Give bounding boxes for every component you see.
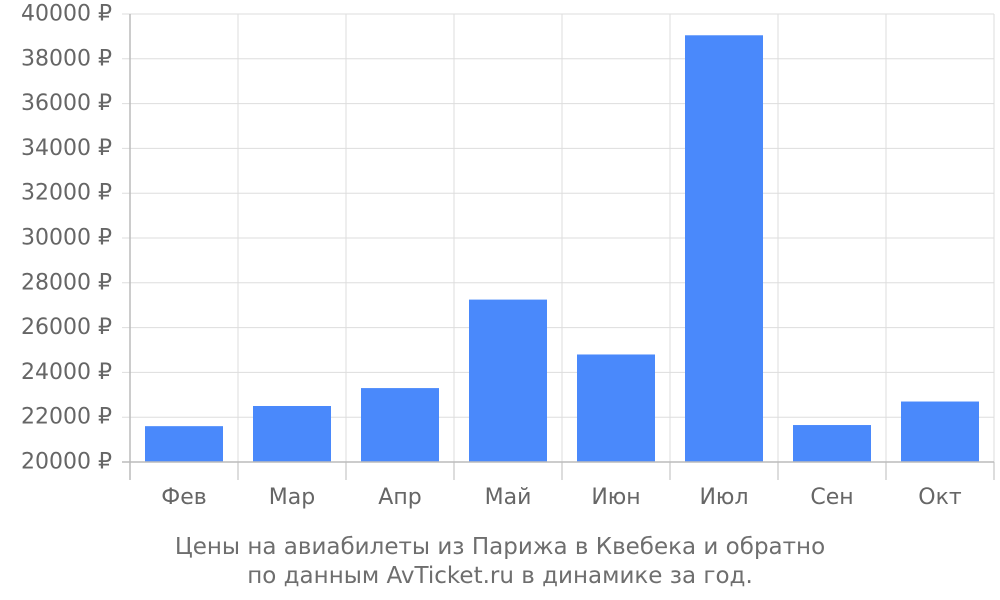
grid-lines — [122, 13, 995, 463]
bar — [685, 35, 763, 462]
y-tick-label: 28000 ₽ — [21, 270, 112, 295]
y-tick-label: 32000 ₽ — [21, 181, 112, 206]
y-tick-label: 22000 ₽ — [21, 405, 112, 430]
chart-caption-line-2: по данным AvTicket.ru в динамике за год. — [247, 563, 753, 589]
bar — [361, 388, 439, 462]
x-tick-label: Окт — [918, 485, 962, 510]
chart-caption-line-1: Цены на авиабилеты из Парижа в Квебека и… — [174, 534, 826, 560]
y-tick-label: 40000 ₽ — [21, 2, 112, 27]
bar — [577, 354, 655, 462]
y-tick-label: 30000 ₽ — [21, 226, 112, 251]
x-tick-label: Мар — [269, 485, 315, 510]
x-tick-label: Июн — [591, 485, 640, 510]
bar — [793, 425, 871, 462]
y-tick-label: 38000 ₽ — [21, 46, 112, 71]
bars — [145, 35, 979, 462]
bar — [145, 426, 223, 462]
y-tick-label: 26000 ₽ — [21, 315, 112, 340]
x-tick-label: Сен — [810, 485, 853, 510]
bar — [469, 299, 547, 462]
y-tick-label: 24000 ₽ — [21, 360, 112, 385]
y-tick-labels: 20000 ₽ 22000 ₽ 24000 ₽ 26000 ₽ 28000 ₽ 30000… — [21, 2, 112, 475]
axes — [122, 14, 995, 480]
bar-chart: 20000 ₽ 22000 ₽ 24000 ₽ 26000 ₽ 28000 ₽ 30000… — [21, 2, 995, 510]
y-tick-label: 20000 ₽ — [21, 450, 112, 475]
x-tick-label: Фев — [161, 485, 206, 510]
bar — [901, 401, 979, 462]
x-tick-label: Май — [485, 485, 532, 510]
x-tick-label: Июл — [699, 485, 748, 510]
x-tick-label: Апр — [378, 485, 421, 510]
y-tick-label: 36000 ₽ — [21, 91, 112, 116]
bar — [253, 406, 331, 462]
x-tick-labels: Фев Мар Апр Май Июн Июл Сен Окт — [161, 485, 962, 510]
y-tick-label: 34000 ₽ — [21, 136, 112, 161]
